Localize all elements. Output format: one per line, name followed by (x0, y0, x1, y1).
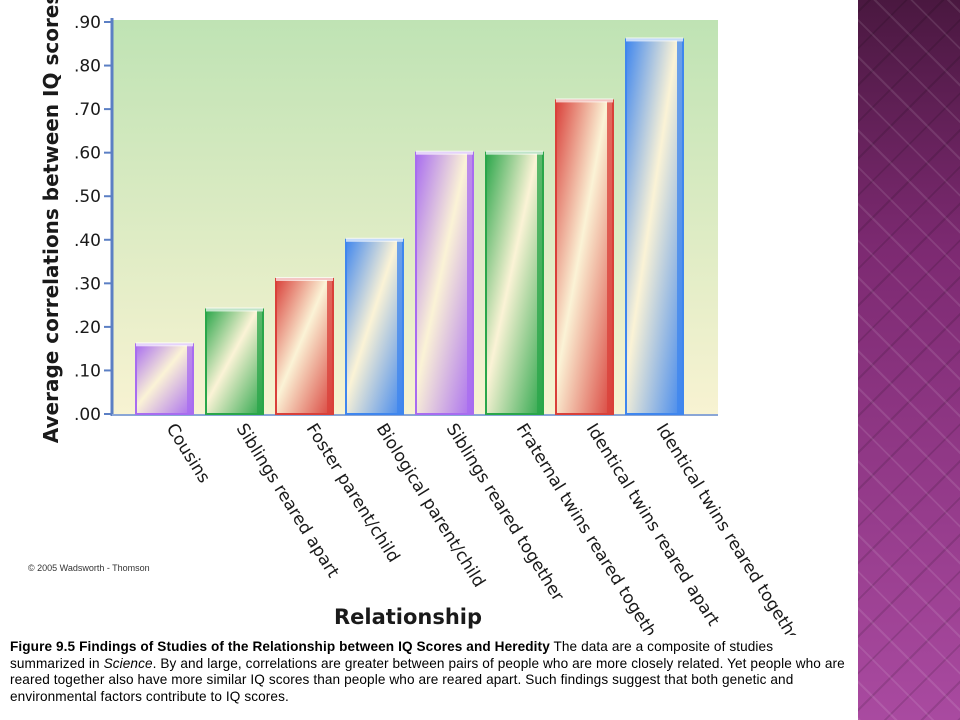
bar-4 (345, 238, 404, 415)
y-tick-label: .30 (74, 274, 101, 294)
y-tick-label: .10 (74, 361, 101, 381)
decorative-side-strip (858, 0, 960, 720)
bar-6-top (486, 150, 543, 155)
bar-3-top (276, 276, 333, 281)
bar-3-edge (327, 278, 333, 414)
bar-5-top (416, 150, 473, 155)
y-tick-label: .50 (74, 187, 101, 207)
y-tick-label: .70 (74, 100, 101, 120)
bar-7-edge (607, 100, 613, 415)
x-tick-label: Identical twins reared together (652, 420, 808, 635)
y-tick-label: .20 (74, 318, 101, 338)
x-tick-label: Identical twins reared apart (582, 420, 724, 630)
caption-journal: Science (103, 655, 153, 671)
bar-2-top (206, 307, 263, 312)
copyright-credit: © 2005 Wadsworth - Thomson (28, 563, 150, 573)
bar-7-top (556, 98, 613, 103)
bar-8-top (626, 37, 683, 42)
bar-5-edge (467, 152, 473, 414)
bar-6-edge (537, 152, 543, 414)
y-tick-label: .90 (74, 13, 101, 33)
bar-7 (555, 99, 614, 416)
y-tick-label: .40 (74, 231, 101, 251)
y-tick-label: .60 (74, 144, 101, 164)
bar-4-top (346, 237, 403, 242)
bar-8 (625, 38, 684, 416)
bar-1-edge (187, 344, 193, 414)
x-tick-label: Cousins (162, 420, 214, 487)
y-axis-label: Average correlations between IQ scores (39, 0, 63, 443)
x-tick-label: Siblings reared together (442, 420, 568, 605)
caption-text-after: . By and large, correlations are greater… (10, 655, 845, 704)
bar-chart: .00.10.20.30.40.50.60.70.80.90 Cousins Si… (39, 0, 808, 635)
bar-2-edge (257, 309, 263, 414)
bars (135, 37, 684, 416)
caption-text-before: The data are a composite of studies summ… (10, 639, 774, 671)
x-axis-label: Relationship (334, 605, 482, 629)
bar-8-edge (677, 39, 683, 415)
bar-4-edge (397, 239, 403, 414)
bar-1 (135, 343, 194, 415)
bar-6 (485, 151, 544, 416)
bar-5 (415, 151, 474, 416)
bar-2 (205, 308, 264, 416)
caption-label: Figure 9.5 Findings of Studies of the Re… (10, 639, 550, 654)
y-tick-label: .80 (74, 57, 101, 77)
bar-3 (275, 277, 334, 415)
y-tick-label: .00 (74, 405, 101, 425)
bar-1-top (136, 342, 193, 347)
figure-caption: Figure 9.5 Findings of Studies of the Re… (10, 639, 850, 705)
